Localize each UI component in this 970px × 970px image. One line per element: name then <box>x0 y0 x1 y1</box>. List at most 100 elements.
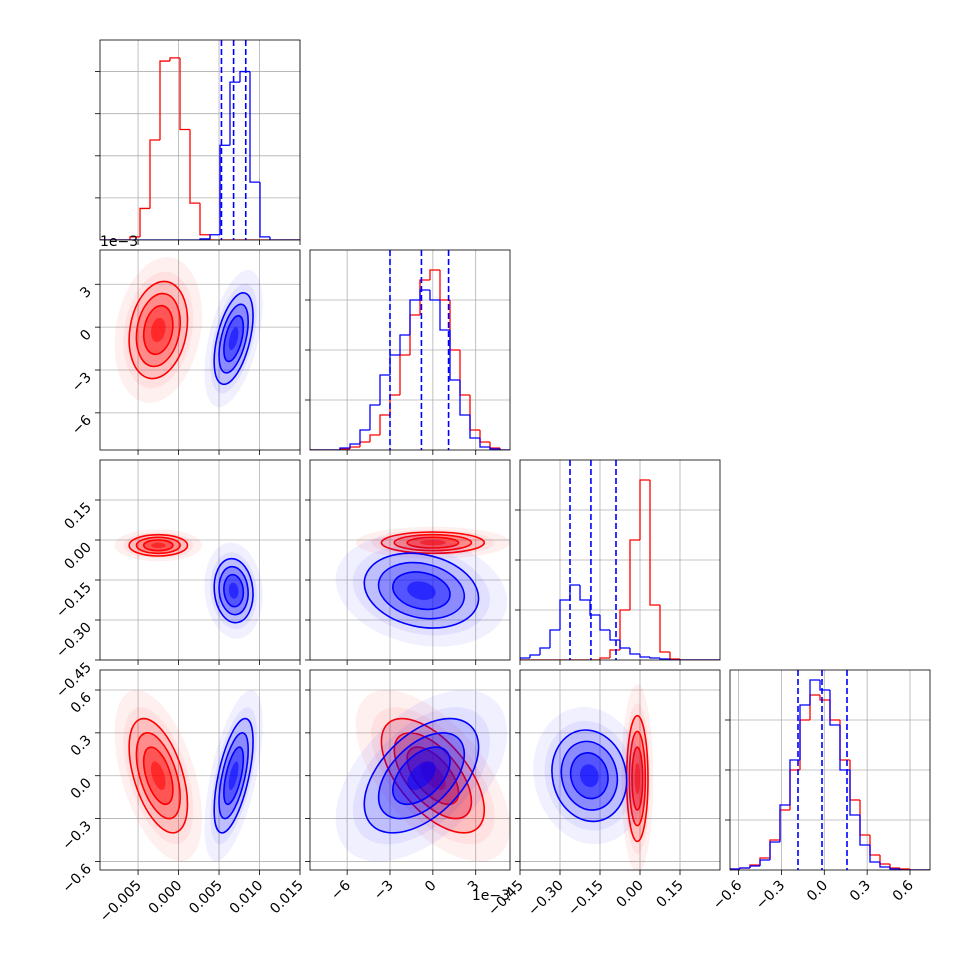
histogram-step <box>189 129 200 204</box>
contour-line <box>393 533 473 552</box>
x-tick-label: 0.15 <box>653 878 686 911</box>
contour-line <box>218 565 249 616</box>
panel <box>114 529 263 639</box>
histogram-step <box>409 299 420 335</box>
histogram-step <box>659 605 670 653</box>
histogram-step <box>669 659 680 660</box>
histogram-step <box>209 234 220 239</box>
panel-frame <box>309 249 511 451</box>
histogram-step <box>730 868 740 870</box>
panel <box>335 526 510 647</box>
contour-line <box>392 746 451 806</box>
histogram-step <box>339 447 350 450</box>
histogram-step <box>589 600 600 616</box>
histogram-step <box>269 236 280 240</box>
contour-line <box>377 561 466 620</box>
histogram-step <box>559 599 570 630</box>
contour-line <box>135 732 181 820</box>
histogram-step <box>459 380 470 416</box>
histogram-step <box>899 869 910 870</box>
histogram-step <box>520 657 530 660</box>
histogram-step <box>539 647 550 655</box>
histogram-step <box>799 719 810 770</box>
histogram-step <box>499 449 510 450</box>
histogram-step <box>489 447 500 450</box>
histogram-step <box>229 81 240 146</box>
histogram-step <box>759 857 770 865</box>
panel-frame <box>99 459 301 661</box>
panel-frame <box>519 669 721 871</box>
histogram-step <box>449 330 460 381</box>
x-tick-label: 0.000 <box>146 878 186 918</box>
histogram-step <box>749 865 760 868</box>
histogram-step <box>489 442 500 449</box>
histogram-step <box>359 429 370 444</box>
y-tick-label: 3 <box>77 284 95 302</box>
histogram-step <box>129 236 140 240</box>
x-tick-label: −0.005 <box>97 878 145 926</box>
histogram-step <box>849 770 860 816</box>
x-tick-label: 0.0 <box>804 878 831 905</box>
panel <box>730 670 930 870</box>
histogram-step <box>379 374 390 405</box>
panel-frame <box>99 39 301 241</box>
x-tick-label: −3 <box>371 878 397 904</box>
histogram-step <box>219 144 230 235</box>
histogram-step <box>849 760 860 801</box>
histogram-step <box>409 314 420 355</box>
contour-line <box>223 314 245 363</box>
histogram-step <box>259 182 270 238</box>
histogram-step <box>469 415 480 439</box>
contour-line <box>363 717 480 834</box>
histogram-step <box>639 654 650 658</box>
contour-fill <box>634 762 640 795</box>
histogram-step <box>369 404 380 430</box>
contour-line <box>393 732 473 820</box>
contour-line <box>142 304 174 356</box>
histogram-step <box>909 869 920 870</box>
x-tick-label: −0.15 <box>565 878 607 920</box>
contour-line <box>142 746 174 806</box>
x-tick-label: 0.00 <box>613 878 646 911</box>
histogram-step <box>669 652 680 660</box>
histogram-step <box>609 630 620 641</box>
histogram-step <box>579 585 590 601</box>
histogram-step <box>429 269 440 280</box>
histogram-step <box>169 57 180 62</box>
histogram-step <box>779 804 790 842</box>
contour-line <box>135 536 181 555</box>
histogram-step <box>859 800 870 836</box>
histogram-step <box>459 350 470 396</box>
y-tick-label: −6 <box>69 412 95 438</box>
contour-line <box>363 552 480 629</box>
contour-fill <box>151 542 166 548</box>
histogram-step <box>769 839 780 858</box>
histogram-step <box>869 845 880 863</box>
x-tick-label: 0.005 <box>186 878 226 918</box>
histogram-step <box>619 609 630 650</box>
histogram-step <box>879 862 890 868</box>
histogram-step <box>839 720 850 761</box>
x-tick-label: −0.6 <box>710 877 745 912</box>
histogram-step <box>209 234 220 240</box>
panel-frame <box>99 249 301 451</box>
histogram-step <box>479 438 490 448</box>
x-tick-label: −0.30 <box>525 878 567 920</box>
histogram-step <box>199 203 210 236</box>
y-tick-label: −0.3 <box>59 818 94 853</box>
histogram-step <box>649 657 660 659</box>
histogram-step <box>799 704 810 760</box>
histogram-step <box>739 867 750 869</box>
histogram-step <box>569 584 580 600</box>
contour-line <box>128 280 189 380</box>
histogram-step <box>249 71 260 183</box>
histogram-step <box>549 629 560 648</box>
panel <box>335 690 510 862</box>
histogram-step <box>639 479 650 540</box>
histogram-step <box>769 841 780 860</box>
histogram-step <box>859 815 870 846</box>
x-tick-label: 0 <box>422 878 440 896</box>
contour-line <box>380 531 486 555</box>
histogram-step <box>389 354 400 375</box>
